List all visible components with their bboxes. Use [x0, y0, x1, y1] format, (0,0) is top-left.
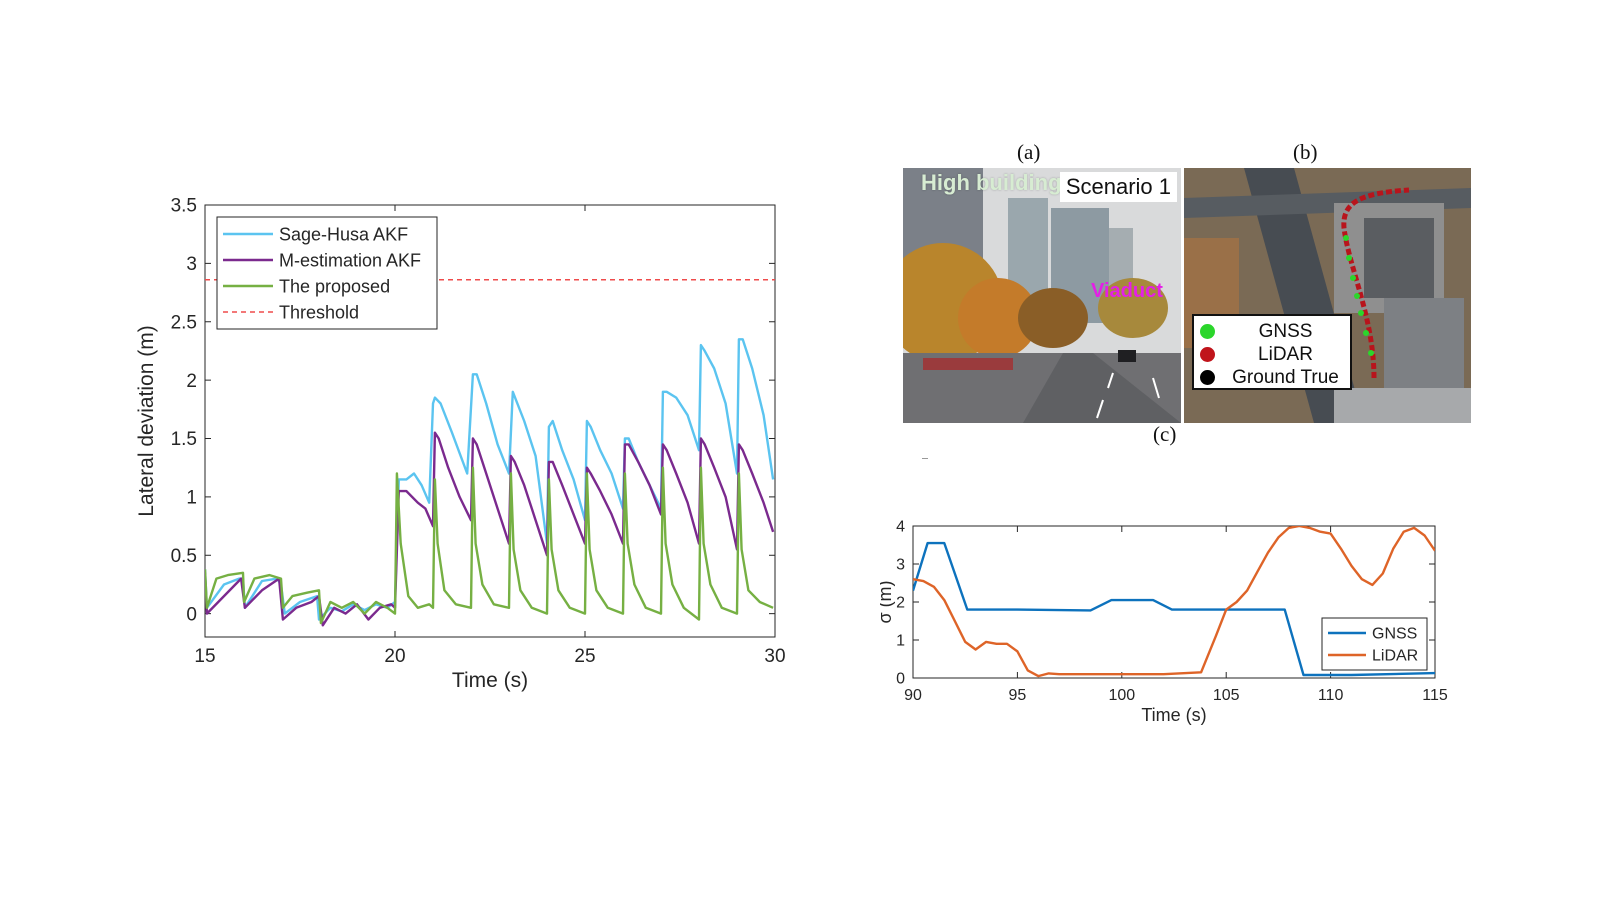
legend-label: LiDAR — [1372, 648, 1418, 665]
chart-svg: 90 95 100 105 110 115 0 1 2 3 4 Time (s) σ (m) GNSS Li… — [875, 519, 1448, 725]
high-building-label: High building — [921, 170, 1062, 195]
x-axis-label: Time (s) — [452, 669, 528, 692]
x-tick-label: 90 — [904, 687, 922, 704]
chart-svg: 15 20 25 30 0 0.5 1 1.5 2 2.5 3 3.5 Time (s) Lateral … — [135, 196, 786, 692]
x-tick-label: 15 — [194, 646, 215, 667]
y-tick-label: 3 — [186, 254, 197, 275]
legend-label: M-estimation AKF — [279, 250, 421, 270]
y-tick-label: 2 — [186, 371, 197, 392]
sigma-chart: 90 95 100 105 110 115 0 1 2 3 4 Time (s) σ (m) GNSS Li… — [875, 510, 1500, 745]
satellite-illustration — [1184, 168, 1471, 423]
legend-label: Threshold — [279, 302, 359, 322]
y-tick-label: 1.5 — [171, 429, 197, 450]
x-tick-label: 105 — [1213, 687, 1240, 704]
green-dot-icon — [1200, 324, 1215, 339]
map-legend-row: Ground True — [1200, 366, 1344, 389]
series-line — [913, 526, 1435, 678]
y-tick-label: 2 — [896, 595, 905, 612]
x-axis-label: Time (s) — [1141, 705, 1206, 725]
series-line — [205, 338, 775, 621]
satellite-map: GNSS LiDAR Ground True — [1184, 168, 1471, 423]
y-tick-label: 1 — [896, 633, 905, 650]
street-view-photo: High building Scenario 1 Viaduct — [903, 168, 1181, 423]
map-legend-label: GNSS — [1258, 320, 1313, 342]
y-axis-label: σ (m) — [880, 580, 895, 623]
map-legend-label: LiDAR — [1258, 343, 1313, 365]
x-tick-label: 95 — [1009, 687, 1027, 704]
x-tick-label: 20 — [384, 646, 405, 667]
x-tick-label: 110 — [1318, 687, 1344, 704]
red-dot-icon — [1200, 347, 1215, 362]
panel-a-label: (a) — [1017, 140, 1041, 164]
lateral-deviation-chart: 15 20 25 30 0 0.5 1 1.5 2 2.5 3 3.5 Time (s) Lateral … — [120, 185, 810, 725]
y-tick-label: 0 — [186, 604, 197, 625]
series-line — [205, 431, 775, 627]
viaduct-label: Viaduct — [1091, 280, 1163, 302]
black-dot-icon — [1200, 370, 1215, 385]
panel-b-label: (b) — [1293, 140, 1318, 164]
y-tick-label: 3.5 — [171, 196, 197, 217]
legend-box — [1321, 617, 1428, 671]
y-tick-label: 0.5 — [171, 546, 197, 567]
panel-c-label: (c) — [1153, 422, 1177, 446]
map-legend-row: LiDAR — [1200, 343, 1344, 366]
y-tick-label: 0 — [896, 671, 905, 688]
legend-label: Sage-Husa AKF — [279, 224, 408, 244]
x-tick-label: 30 — [764, 646, 785, 667]
scenario-label: Scenario 1 — [1059, 172, 1177, 202]
x-tick-label: 25 — [574, 646, 595, 667]
map-legend-label: Ground True — [1232, 366, 1339, 388]
y-tick-label: 2.5 — [171, 312, 197, 333]
street-view-illustration — [903, 168, 1181, 423]
map-legend-row: GNSS — [1200, 320, 1344, 343]
y-tick-label: 3 — [896, 557, 905, 574]
legend-label: GNSS — [1372, 626, 1417, 643]
x-tick-label: 115 — [1422, 687, 1448, 704]
x-tick-label: 100 — [1108, 687, 1135, 704]
map-legend: GNSS LiDAR Ground True — [1192, 314, 1352, 390]
y-tick-label: 4 — [896, 519, 905, 536]
stray-tick — [922, 458, 928, 459]
legend-box — [216, 216, 438, 330]
series-line — [205, 466, 774, 625]
legend-label: The proposed — [279, 276, 390, 296]
series-line — [913, 541, 1435, 677]
y-tick-label: 1 — [186, 488, 197, 509]
y-axis-label: Lateral deviation (m) — [135, 325, 158, 516]
